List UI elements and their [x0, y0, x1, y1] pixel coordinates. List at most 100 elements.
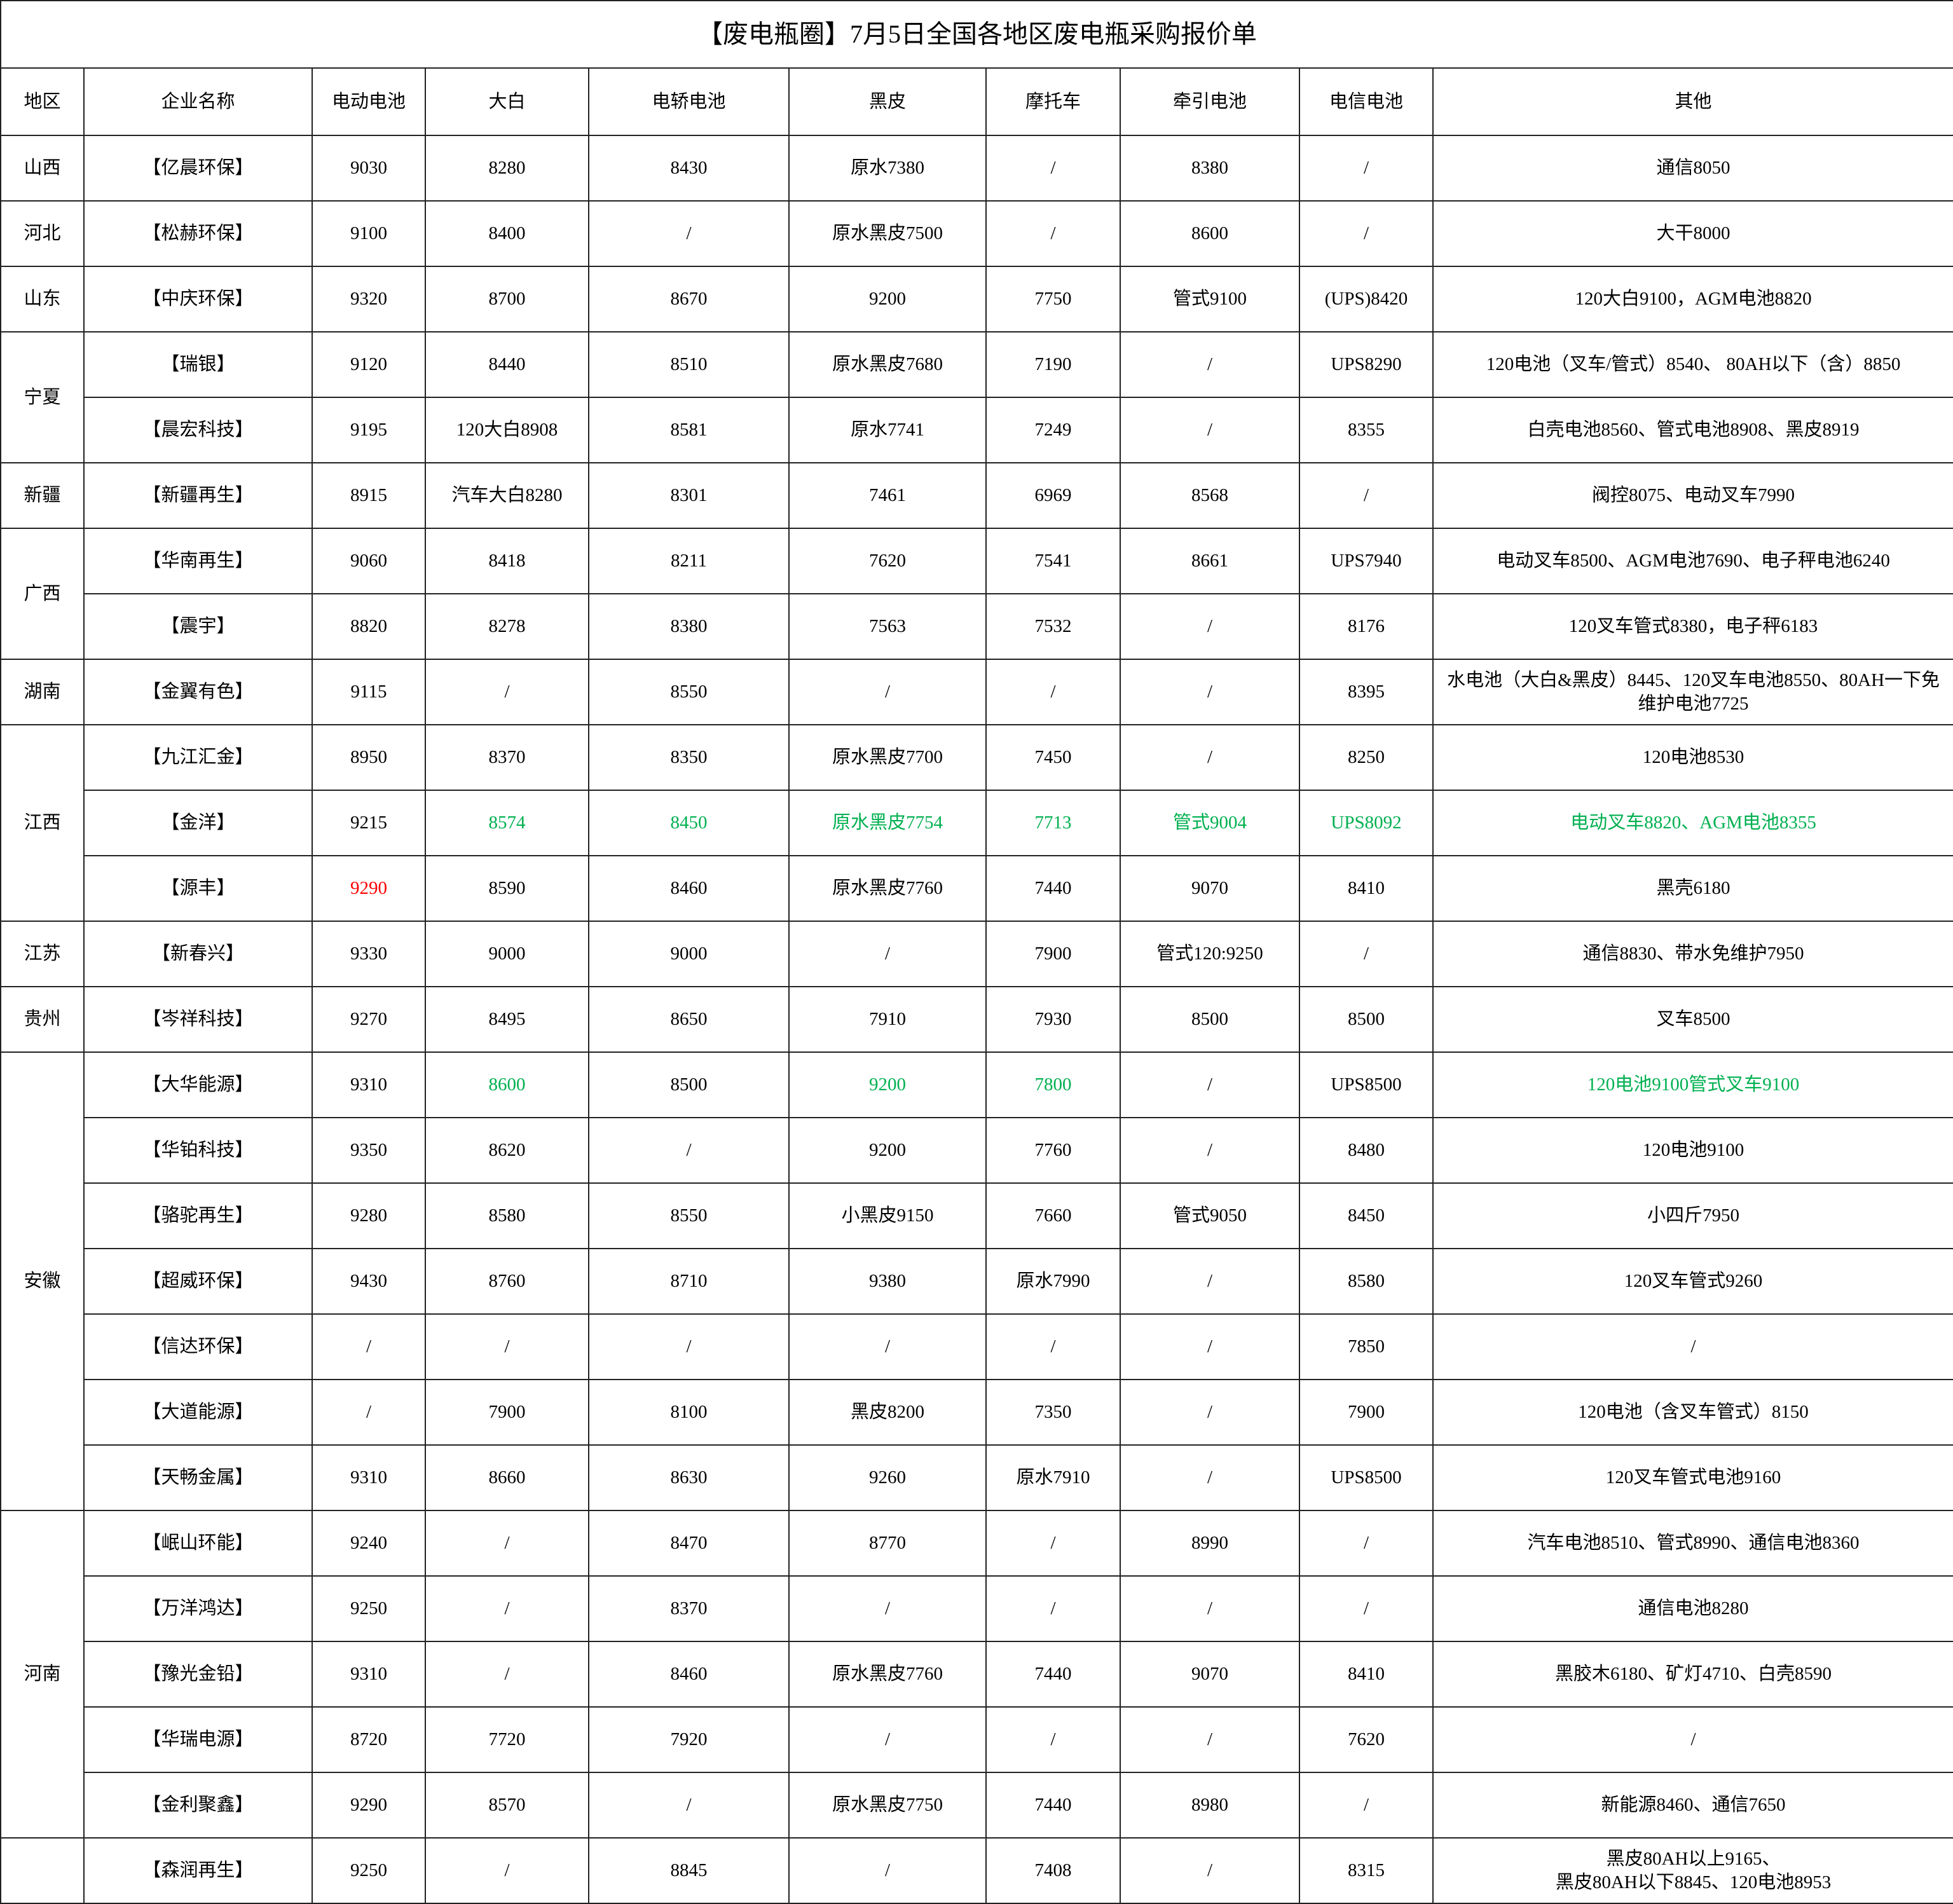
price-cell: 9290	[312, 855, 426, 922]
price-cell: 原水黑皮7750	[788, 1772, 987, 1839]
price-cell: /	[1432, 1313, 1953, 1380]
region-cell: 新疆	[0, 462, 85, 529]
price-cell: 8500	[588, 1051, 790, 1118]
price-cell: 7620	[788, 528, 987, 594]
price-cell: 8350	[588, 724, 790, 791]
price-cell: 8720	[312, 1706, 426, 1773]
price-cell: UPS8092	[1299, 790, 1434, 856]
price-cell: 7900	[425, 1379, 589, 1446]
price-cell: /	[1299, 1510, 1434, 1577]
price-cell: /	[1120, 1248, 1300, 1315]
price-cell: 8550	[588, 1182, 790, 1249]
price-cell: 管式9004	[1120, 790, 1300, 856]
region-cell: 河北	[0, 200, 85, 267]
price-cell: 9070	[1120, 1641, 1300, 1708]
price-cell: 7450	[985, 724, 1121, 791]
price-cell: 8670	[588, 266, 790, 332]
price-cell: 8460	[588, 855, 790, 922]
price-cell: /	[1299, 921, 1434, 987]
price-cell: 120叉车管式8380，电子秤6183	[1432, 593, 1953, 660]
price-cell: 7660	[985, 1182, 1121, 1249]
price-cell: 8630	[588, 1444, 790, 1511]
region-cell: 山西	[0, 135, 85, 202]
price-cell: 7249	[985, 397, 1121, 463]
price-cell: /	[425, 1837, 589, 1904]
company-cell: 【金翼有色】	[83, 659, 313, 725]
price-cell: 水电池（大白&黑皮）8445、120叉车电池8550、80AH一下免维护电池77…	[1432, 659, 1953, 725]
price-cell: 7440	[985, 1641, 1121, 1708]
price-cell: 8550	[588, 659, 790, 725]
company-cell: 【超威环保】	[83, 1248, 313, 1315]
price-cell: 8770	[788, 1510, 987, 1577]
price-cell: /	[588, 1772, 790, 1839]
price-cell: /	[425, 1313, 589, 1380]
company-cell: 【中庆环保】	[83, 266, 313, 332]
price-cell: 8450	[588, 790, 790, 856]
price-cell: 9350	[312, 1117, 426, 1184]
price-cell: 原水黑皮7760	[788, 1641, 987, 1708]
price-cell: 通信8050	[1432, 135, 1953, 202]
price-cell: 新能源8460、通信7650	[1432, 1772, 1953, 1839]
price-cell: 原水黑皮7700	[788, 724, 987, 791]
price-cell: 8470	[588, 1510, 790, 1577]
price-cell: 7440	[985, 1772, 1121, 1839]
price-cell: /	[1120, 1313, 1300, 1380]
title-row: 【废电瓶圈】7月5日全国各地区废电瓶采购报价单	[0, 0, 1953, 69]
table-row: 【华瑞电源】 8720 7720 7920///7620/	[1, 1706, 1953, 1773]
price-cell: 7910	[788, 986, 987, 1053]
price-cell: 9430	[312, 1248, 426, 1315]
price-cell: /	[788, 659, 987, 725]
region-cell: 贵州	[0, 986, 85, 1053]
company-cell: 【万洋鸿达】	[83, 1575, 313, 1642]
price-cell: 黑胶木6180、矿灯4710、白壳8590	[1432, 1641, 1953, 1708]
price-cell: 8410	[1299, 1641, 1434, 1708]
price-cell: 9320	[312, 266, 426, 332]
price-cell: 9250	[312, 1575, 426, 1642]
price-cell: 管式9100	[1120, 266, 1300, 332]
price-cell: 120电池（叉车/管式）8540、 80AH以下（含）8850	[1432, 331, 1953, 398]
price-cell: 原水7990	[985, 1248, 1121, 1315]
price-cell: 9215	[312, 790, 426, 856]
region-cell: 宁夏	[0, 331, 85, 463]
price-cell: /	[985, 1706, 1121, 1773]
price-cell: 8418	[425, 528, 589, 594]
price-cell: /	[312, 1313, 426, 1380]
price-cell: 8580	[1299, 1248, 1434, 1315]
company-cell: 【豫光金铅】	[83, 1641, 313, 1708]
table-row: 【超威环保】 9430 8760 8710 9380 原水7990/8580 120叉车管式…	[1, 1248, 1953, 1315]
company-cell: 【森润再生】	[83, 1837, 313, 1904]
price-cell: /	[1120, 1051, 1300, 1118]
price-cell: 8370	[588, 1575, 790, 1642]
company-cell: 【骆驼再生】	[83, 1182, 313, 1249]
company-cell: 【信达环保】	[83, 1313, 313, 1380]
price-cell: /	[1299, 135, 1434, 202]
price-cell: /	[985, 1575, 1121, 1642]
price-cell: 8370	[425, 724, 589, 791]
price-cell: 8661	[1120, 528, 1300, 594]
price-cell: /	[1120, 397, 1300, 463]
company-cell: 【金洋】	[83, 790, 313, 856]
price-cell: 7760	[985, 1117, 1121, 1184]
price-cell: 8315	[1299, 1837, 1434, 1904]
region-cell: 河南	[0, 1510, 85, 1839]
price-cell: 8568	[1120, 462, 1300, 529]
table-row: 广西 【华南再生】 9060 8418 8211 7620 7541 8661 UPS7940 电…	[0, 528, 1953, 660]
price-cell: UPS8500	[1299, 1444, 1434, 1511]
price-cell: 9030	[312, 135, 426, 202]
price-cell: 120大白9100，AGM电池8820	[1432, 266, 1953, 332]
price-cell: 管式9050	[1120, 1182, 1300, 1249]
price-cell: 8380	[1120, 135, 1300, 202]
price-cell: 8845	[588, 1837, 790, 1904]
company-cell: 【岷山环能】	[83, 1510, 313, 1577]
column-header: 其他	[1432, 67, 1953, 136]
price-cell: /	[1120, 1117, 1300, 1184]
column-header: 地区	[0, 67, 85, 136]
price-cell: 8450	[1299, 1182, 1434, 1249]
company-cell: 【松赫环保】	[83, 200, 313, 267]
price-cell: 120叉车管式9260	[1432, 1248, 1953, 1315]
company-cell: 【亿晨环保】	[83, 135, 313, 202]
price-cell: /	[425, 1510, 589, 1577]
price-cell: 8480	[1299, 1117, 1434, 1184]
price-cell: 8500	[1120, 986, 1300, 1053]
